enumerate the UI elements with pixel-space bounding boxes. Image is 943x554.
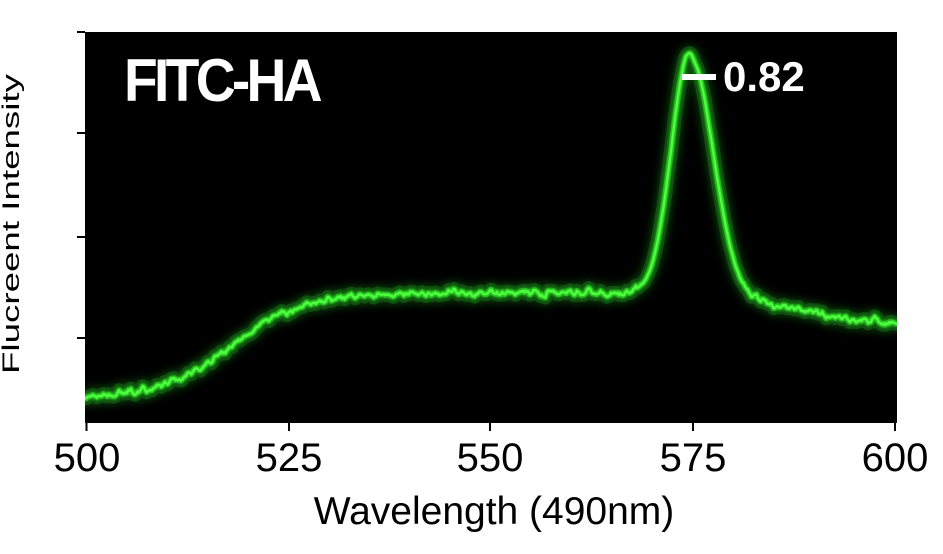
svg-text:500: 500 <box>54 436 121 480</box>
svg-text:525: 525 <box>256 436 323 480</box>
svg-text:0.82: 0.82 <box>723 53 805 100</box>
svg-text:575: 575 <box>660 436 727 480</box>
svg-text:Wavelength (490nm): Wavelength (490nm) <box>314 490 675 533</box>
svg-text:Flucreent Intensity: Flucreent Intensity <box>0 74 25 374</box>
svg-text:600: 600 <box>862 436 929 480</box>
svg-text:550: 550 <box>457 436 524 480</box>
svg-text:FITC-HA: FITC-HA <box>124 48 322 115</box>
